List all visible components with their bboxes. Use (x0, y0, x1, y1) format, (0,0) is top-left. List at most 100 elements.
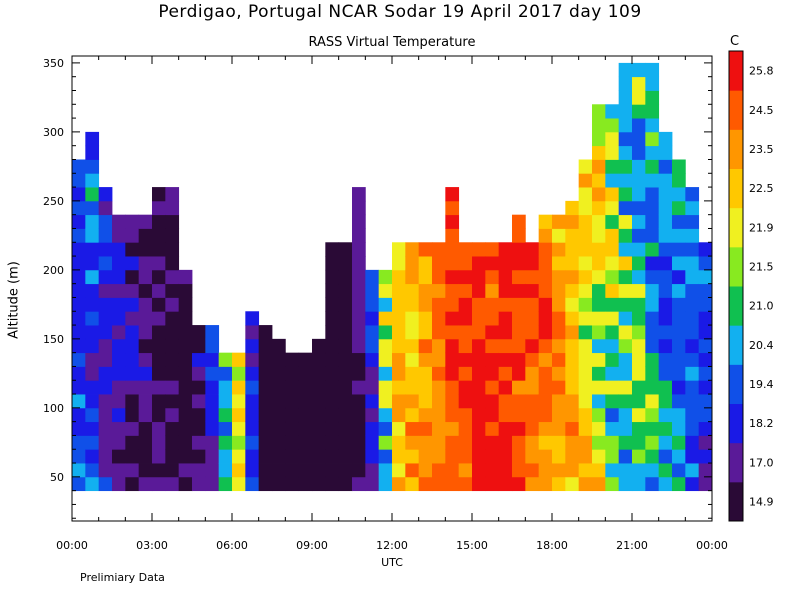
heatmap-cell (605, 104, 620, 119)
heatmap-cell (85, 380, 100, 395)
heatmap-cell (178, 380, 193, 395)
heatmap-cell (472, 380, 486, 395)
heatmap-cell (245, 380, 260, 395)
heatmap-cell (485, 311, 500, 326)
heatmap-cell (432, 256, 446, 271)
heatmap-cell (538, 435, 553, 450)
heatmap-cell (605, 338, 620, 354)
heatmap-cell (672, 435, 686, 450)
heatmap-cell (378, 435, 393, 450)
heatmap-cell (565, 311, 580, 326)
heatmap-cell (538, 421, 553, 436)
heatmap-cell (458, 366, 473, 381)
heatmap-cell (392, 449, 406, 464)
heatmap-cell (512, 214, 526, 229)
heatmap-cell (565, 380, 580, 395)
heatmap-cell (178, 352, 193, 367)
heatmap-cell (298, 421, 313, 436)
heatmap-cell (85, 131, 100, 147)
heatmap-cell (498, 325, 513, 340)
heatmap-cell (458, 256, 473, 271)
heatmap-cell (605, 325, 620, 340)
heatmap-cell (112, 269, 126, 285)
heatmap-cell (592, 256, 606, 271)
heatmap-cell (552, 421, 566, 436)
heatmap-cell (152, 269, 166, 285)
heatmap-cell (618, 145, 633, 160)
heatmap-cell (338, 449, 353, 464)
heatmap-cell (112, 421, 126, 436)
x-tick-label: 12:00 (376, 539, 408, 552)
heatmap-cell (578, 311, 593, 326)
heatmap-cell (378, 463, 393, 478)
heatmap-cell (645, 283, 660, 298)
heatmap-cell (592, 338, 606, 354)
heatmap-cell (485, 297, 500, 312)
colorbar-tick-label: 21.0 (749, 300, 774, 313)
heatmap-cell (72, 476, 86, 492)
heatmap-cell (98, 476, 113, 492)
heatmap-cell (338, 476, 353, 492)
heatmap-cell (85, 366, 100, 381)
heatmap-cell (298, 463, 313, 478)
colorbar-swatch (729, 286, 743, 326)
heatmap-cell (418, 394, 433, 409)
heatmap-cell (112, 256, 126, 271)
heatmap-cell (352, 269, 366, 285)
heatmap-cell (552, 214, 566, 229)
heatmap-cell (672, 407, 686, 423)
heatmap-cell (218, 407, 233, 423)
heatmap-cell (445, 421, 460, 436)
heatmap-cell (592, 187, 606, 202)
heatmap-cell (632, 449, 646, 464)
heatmap-cell (658, 476, 673, 492)
heatmap-cell (418, 421, 433, 436)
heatmap-cell (618, 200, 633, 216)
heatmap-cell (525, 283, 540, 298)
heatmap-cell (245, 325, 260, 340)
heatmap-cell (498, 297, 513, 312)
heatmap-cell (605, 283, 620, 298)
heatmap-cell (325, 394, 340, 409)
heatmap-cell (325, 242, 340, 257)
y-tick-label: 150 (43, 333, 64, 346)
heatmap-cell (165, 200, 180, 216)
heatmap-cell (672, 394, 686, 409)
heatmap-cell (632, 380, 646, 395)
heatmap-cell (378, 394, 393, 409)
heatmap-cell (205, 407, 220, 423)
heatmap-cell (325, 283, 340, 298)
heatmap-cell (592, 352, 606, 367)
heatmap-cell (618, 352, 633, 367)
heatmap-cell (258, 407, 273, 423)
heatmap-cell (432, 463, 446, 478)
heatmap-cell (72, 242, 86, 257)
heatmap-cell (72, 352, 86, 367)
heatmap-cell (138, 256, 153, 271)
heatmap-cell (338, 269, 353, 285)
heatmap-cell (658, 159, 673, 174)
heatmap-cell (392, 338, 406, 354)
heatmap-cell (152, 366, 166, 381)
heatmap-cell (378, 269, 393, 285)
heatmap-cell (125, 242, 140, 257)
heatmap-cell (578, 256, 593, 271)
heatmap-cell (632, 338, 646, 354)
heatmap-cell (365, 325, 380, 340)
heatmap-cell (192, 338, 206, 354)
heatmap-cell (418, 297, 433, 312)
heatmap-cell (285, 421, 300, 436)
heatmap-cell (152, 435, 166, 450)
heatmap-cell (85, 476, 100, 492)
heatmap-cell (205, 352, 220, 367)
heatmap-cell (685, 394, 700, 409)
heatmap-cell (538, 228, 553, 243)
heatmap-cell (498, 283, 513, 298)
heatmap-cell (152, 256, 166, 271)
heatmap-cell (245, 407, 260, 423)
colorbar-frame (728, 50, 744, 522)
heatmap-cell (618, 394, 633, 409)
heatmap-cell (98, 435, 113, 450)
heatmap-cell (165, 325, 180, 340)
heatmap-cell (125, 311, 140, 326)
